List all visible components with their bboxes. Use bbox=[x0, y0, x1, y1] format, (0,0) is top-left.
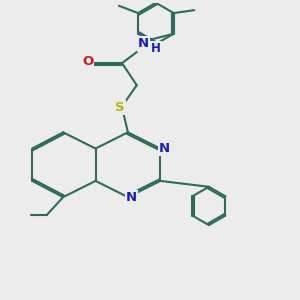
Text: O: O bbox=[82, 55, 93, 68]
Text: N: N bbox=[159, 142, 170, 155]
Text: N: N bbox=[138, 38, 149, 50]
Text: S: S bbox=[115, 101, 124, 114]
Text: H: H bbox=[151, 42, 161, 55]
Text: N: N bbox=[126, 190, 137, 204]
